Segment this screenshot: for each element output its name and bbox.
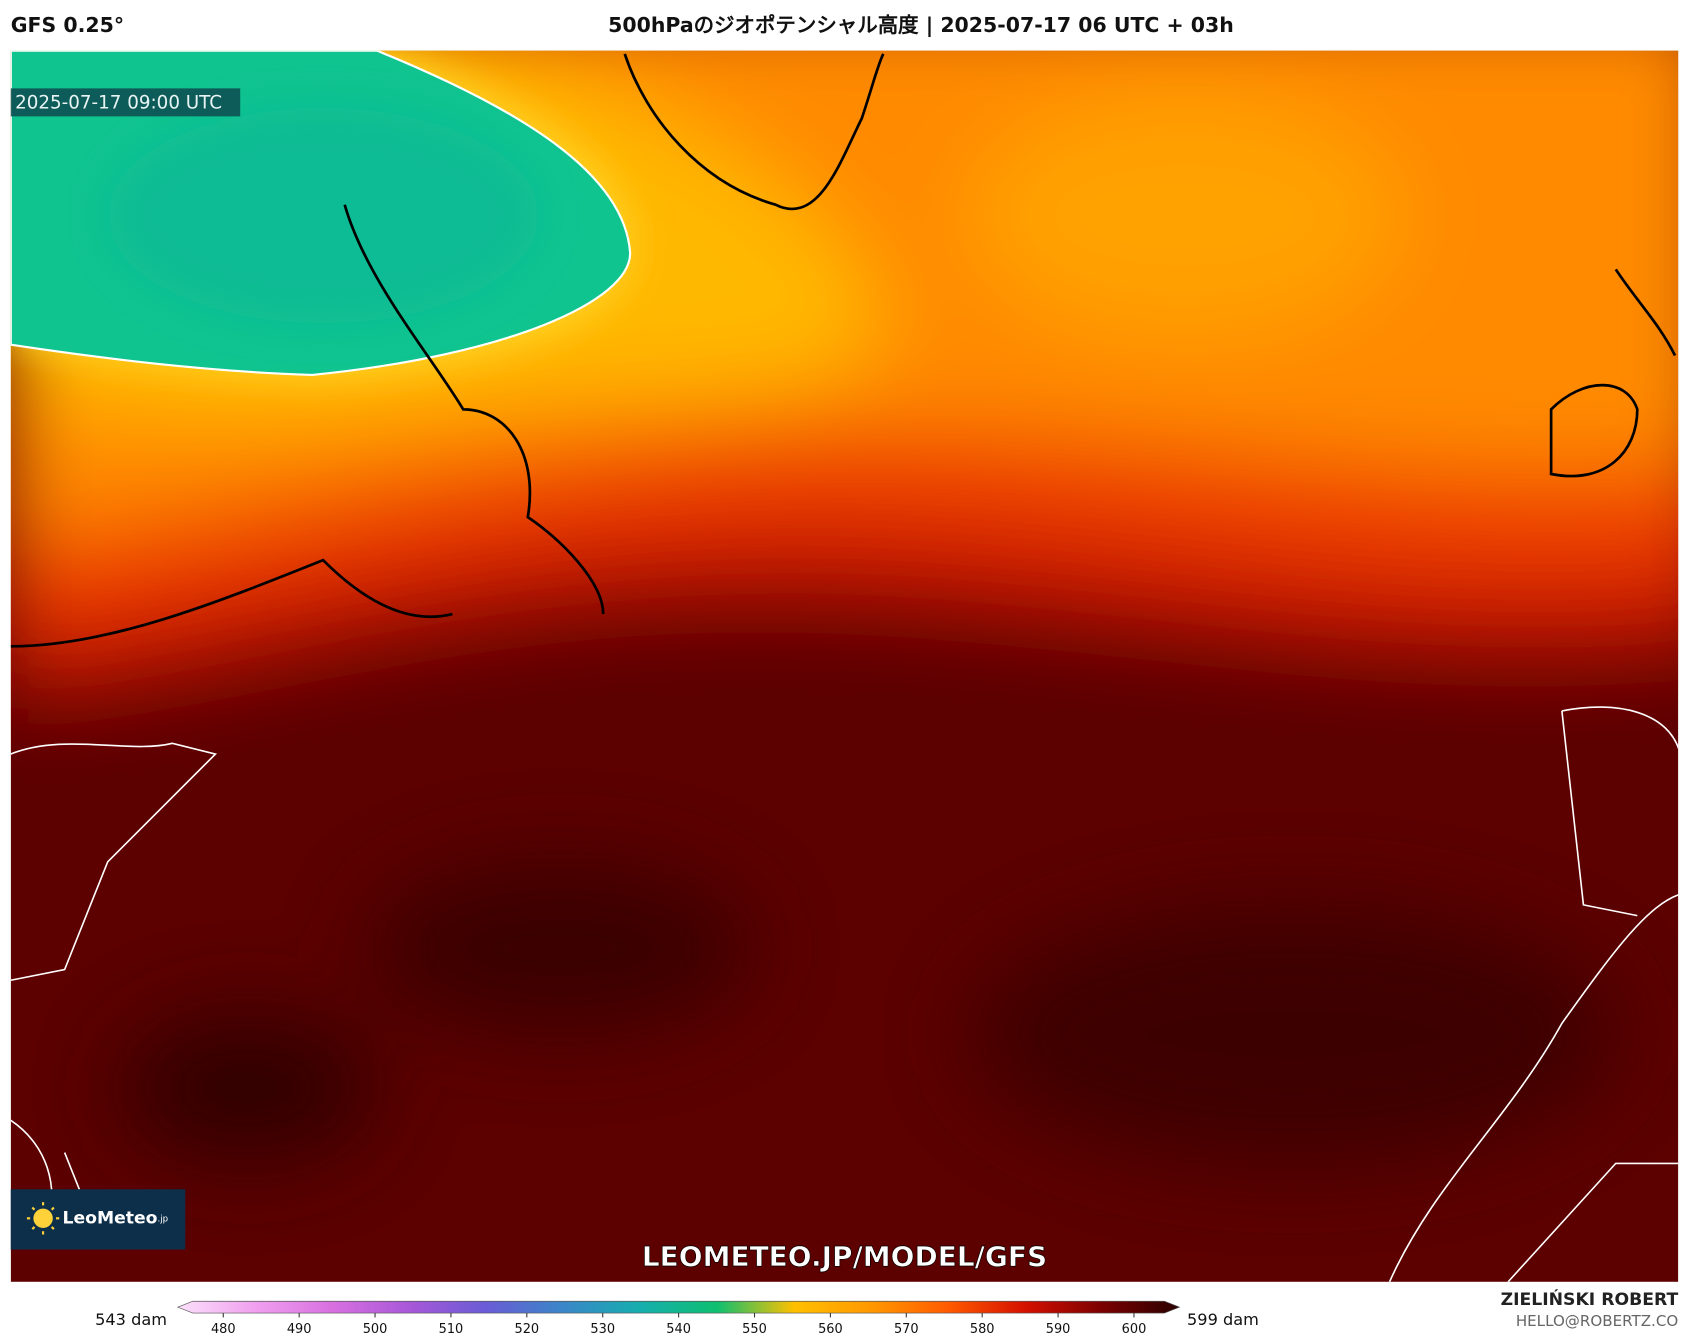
valid-time: 2025-07-17 09:00 UTC xyxy=(15,92,222,113)
chart-title: 500hPaのジオポテンシャル高度 | 2025-07-17 06 UTC + … xyxy=(608,13,1234,38)
colorbar-tick-label: 570 xyxy=(894,1322,919,1337)
logo-text: LeoMeteo.jp xyxy=(62,1208,168,1228)
watermark: LEOMETEO.JP/MODEL/GFS xyxy=(642,1240,1047,1273)
map xyxy=(10,50,1679,1282)
colorbar-tick-label: 560 xyxy=(818,1322,843,1337)
colorbar-tick-label: 540 xyxy=(666,1322,691,1337)
colorbar-tick-label: 590 xyxy=(1046,1322,1071,1337)
colorbar-tick-label: 490 xyxy=(287,1322,312,1337)
logo-suffix: .jp xyxy=(158,1214,169,1224)
colorbar-min-label: 543 dam xyxy=(95,1310,167,1329)
credit-name: ZIELIŃSKI ROBERT xyxy=(1501,1288,1679,1310)
colorbar-tick-label: 600 xyxy=(1122,1322,1147,1337)
colorbar-tick-label: 580 xyxy=(970,1322,995,1337)
time-badge xyxy=(10,88,241,117)
colorbar-tick-label: 500 xyxy=(363,1322,388,1337)
colorbar-tick-label: 530 xyxy=(590,1322,615,1337)
colorbar-tick-label: 550 xyxy=(742,1322,767,1337)
credit-email: HELLO@ROBERTZ.CO xyxy=(1516,1312,1679,1330)
colorbar-tick-label: 480 xyxy=(211,1322,236,1337)
colorbar: 480 490 500 510 520 530 540 550 560 570 580 590 600 xyxy=(176,1300,1181,1337)
logo-name: LeoMeteo xyxy=(62,1208,157,1228)
coastlines xyxy=(10,53,1677,648)
logo-sun xyxy=(33,1208,53,1229)
colorbar-tick-label: 510 xyxy=(439,1322,464,1337)
model-label: GFS 0.25° xyxy=(11,13,124,37)
logo-rays xyxy=(26,1202,60,1235)
colorbar-tick-label: 520 xyxy=(515,1322,540,1337)
colorbar-max-label: 599 dam xyxy=(1187,1310,1259,1329)
colorbar-bar xyxy=(176,1300,1181,1314)
